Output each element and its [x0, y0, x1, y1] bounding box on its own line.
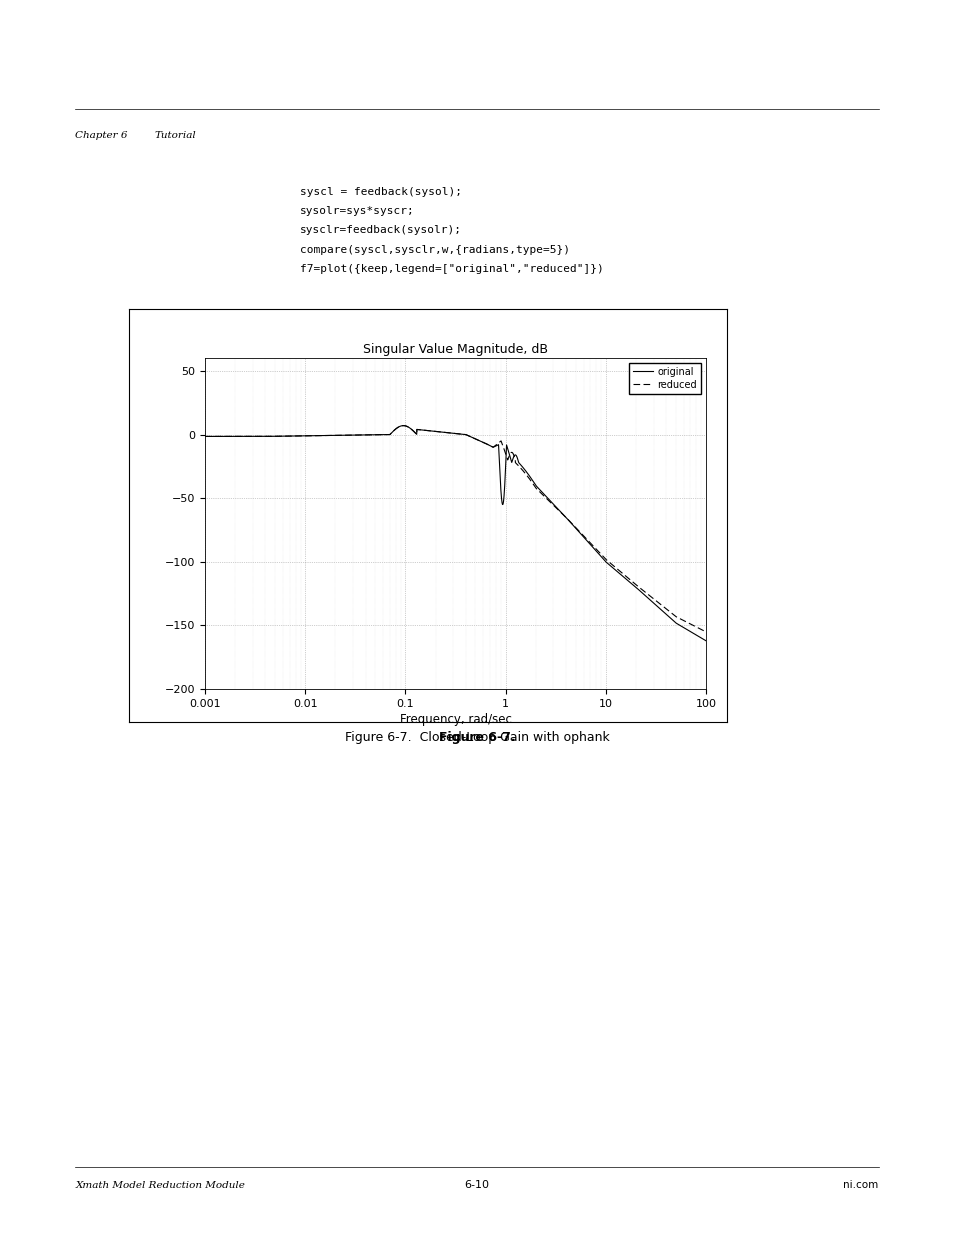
Legend: original, reduced: original, reduced	[629, 363, 700, 394]
Title: Singular Value Magnitude, dB: Singular Value Magnitude, dB	[363, 342, 547, 356]
Text: compare(syscl,sysclr,w,{radians,type=5}): compare(syscl,sysclr,w,{radians,type=5})	[299, 245, 569, 254]
Text: Figure 6-7.: Figure 6-7.	[438, 731, 515, 743]
Text: Tutorial: Tutorial	[154, 131, 196, 141]
Text: Xmath Model Reduction Module: Xmath Model Reduction Module	[75, 1181, 245, 1191]
Text: sysclr=feedback(sysolr);: sysclr=feedback(sysolr);	[299, 226, 461, 236]
Text: f7=plot({keep,legend=["original","reduced"]}): f7=plot({keep,legend=["original","reduce…	[299, 264, 602, 274]
Text: Figure 6-7.  Closed-Loop Gain with ophank: Figure 6-7. Closed-Loop Gain with ophank	[344, 731, 609, 743]
Text: sysolr=sys*syscr;: sysolr=sys*syscr;	[299, 206, 414, 216]
X-axis label: Frequency, rad/sec: Frequency, rad/sec	[399, 713, 511, 726]
Text: 6-10: 6-10	[464, 1181, 489, 1191]
Text: ni.com: ni.com	[842, 1181, 878, 1191]
Text: syscl = feedback(sysol);: syscl = feedback(sysol);	[299, 188, 461, 198]
Text: Chapter 6: Chapter 6	[75, 131, 128, 141]
